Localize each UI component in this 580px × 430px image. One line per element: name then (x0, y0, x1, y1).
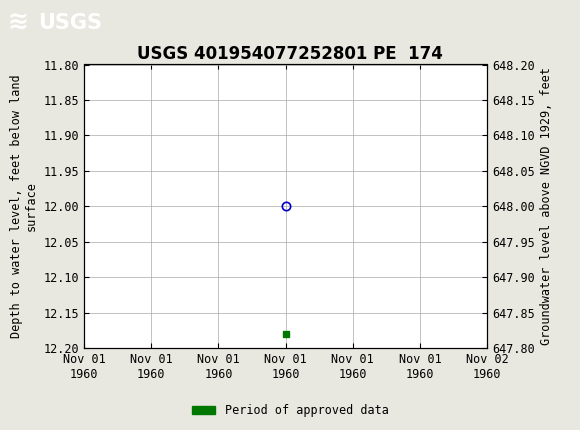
Text: USGS 401954077252801 PE  174: USGS 401954077252801 PE 174 (137, 45, 443, 63)
Y-axis label: Groundwater level above NGVD 1929, feet: Groundwater level above NGVD 1929, feet (541, 68, 553, 345)
Y-axis label: Depth to water level, feet below land
surface: Depth to water level, feet below land su… (10, 74, 38, 338)
Legend: Period of approved data: Period of approved data (187, 399, 393, 422)
Text: USGS: USGS (38, 12, 102, 33)
Text: ≋: ≋ (7, 11, 28, 34)
